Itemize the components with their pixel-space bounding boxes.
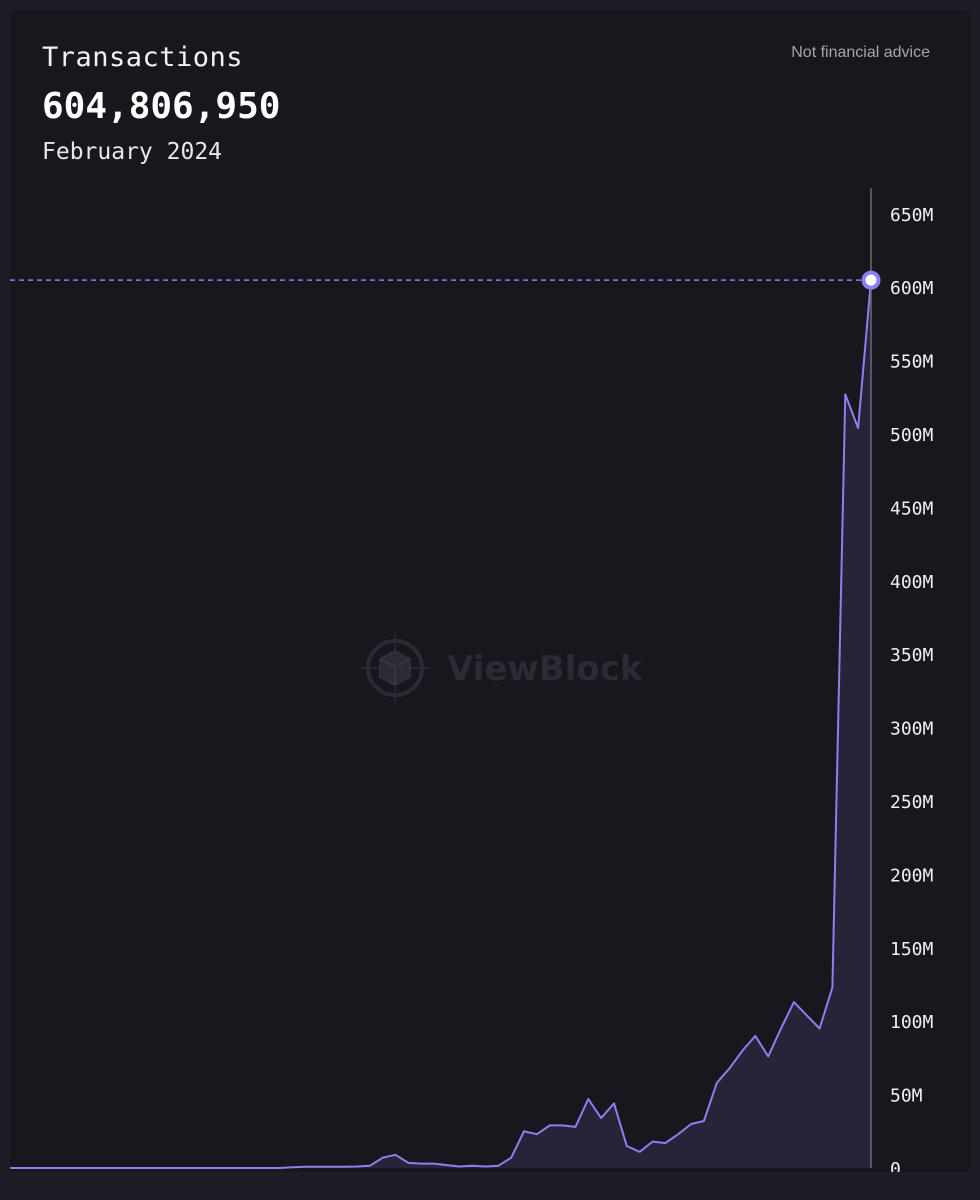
series-area-fill — [10, 280, 871, 1169]
viewblock-watermark: ViewBlock — [361, 634, 644, 702]
y-tick-label: 350M — [890, 645, 934, 666]
y-tick-label: 100M — [890, 1012, 934, 1033]
y-tick-label: 150M — [890, 939, 934, 960]
y-tick-label: 400M — [890, 572, 934, 593]
y-tick-label: 300M — [890, 719, 934, 740]
metric-value: 604,806,950 — [42, 86, 281, 127]
y-tick-label: 50M — [890, 1086, 923, 1107]
y-tick-label: 250M — [890, 792, 934, 813]
y-tick-label: 200M — [890, 865, 934, 886]
watermark-text: ViewBlock — [447, 649, 644, 689]
y-axis-ticks: 0 50M 100M 150M 200M 250M 300M 350M 400M 450M 500M… — [890, 205, 934, 1172]
y-tick-label: 450M — [890, 498, 934, 519]
metric-date: February 2024 — [42, 139, 223, 165]
disclaimer-text: Not financial advice — [791, 44, 930, 61]
chart-card: ViewBlock 0 50M 100M 150M 200M 250M 300M 350M 40… — [10, 10, 970, 1172]
metric-title: Transactions — [42, 42, 244, 73]
y-tick-label: 550M — [890, 352, 934, 373]
highlight-marker[interactable] — [861, 270, 881, 290]
transactions-chart: ViewBlock 0 50M 100M 150M 200M 250M 300M 350M 40… — [10, 188, 934, 1172]
series-line — [10, 280, 872, 1169]
y-tick-label: 0 — [890, 1159, 901, 1172]
y-tick-label: 500M — [890, 425, 934, 446]
y-tick-label: 600M — [890, 278, 934, 299]
y-tick-label: 650M — [890, 205, 934, 226]
cube-icon — [361, 634, 429, 702]
